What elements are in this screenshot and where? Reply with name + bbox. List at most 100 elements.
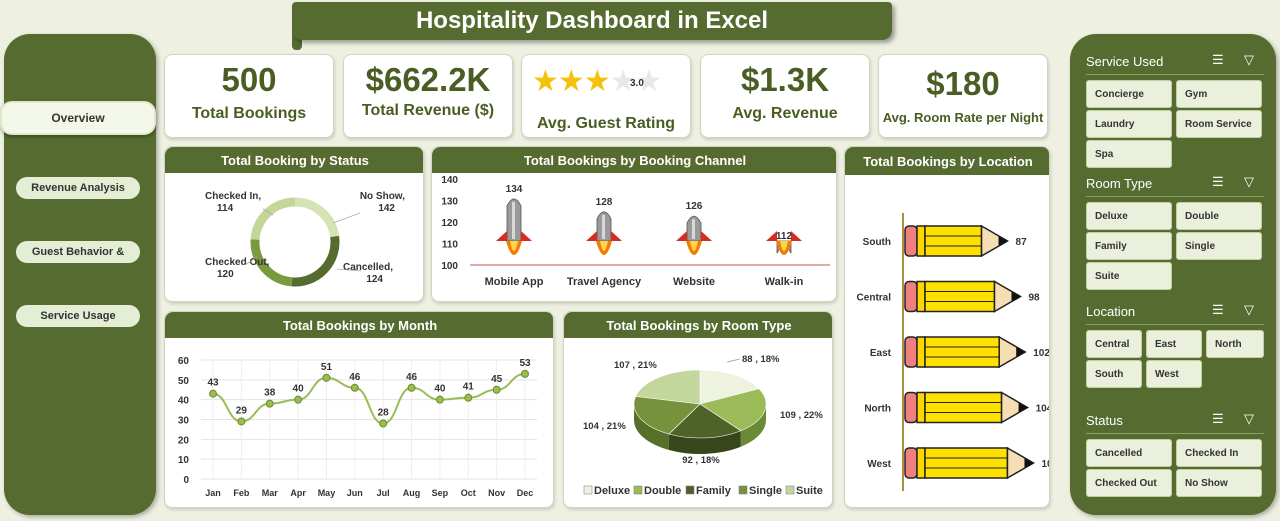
legend-label: Single [749,485,782,497]
slicer-chip-room-service[interactable]: Room Service [1176,110,1262,138]
slicer-chip-checked-in[interactable]: Checked In [1176,439,1262,467]
rocket-highlight [512,201,515,239]
star-filled-icon: ★ [557,65,585,98]
star-empty-icon: ★ [635,65,663,98]
clear-filter-icon[interactable]: ▽ [1244,411,1254,426]
pencil-eraser [904,391,918,424]
clear-filter-icon[interactable]: ▽ [1244,302,1254,317]
leader-line [336,268,362,272]
x-tick-label: Feb [233,488,250,498]
slicer-chip-laundry[interactable]: Laundry [1086,110,1172,138]
y-tick-label: 120 [441,218,458,229]
slicer-chip-south[interactable]: South [1086,360,1142,388]
legend-swatch [583,485,593,495]
multi-select-icon[interactable]: ☰ [1212,411,1224,426]
x-tick-label: May [318,488,336,498]
pencil-tip [998,335,1027,369]
slicer-chip-family[interactable]: Family [1086,232,1172,260]
pencil-eraser [904,447,918,479]
slicer-chip-north[interactable]: North [1206,330,1264,358]
data-label: 28 [378,407,390,418]
pencil-band [916,391,926,424]
leader-line [262,208,274,216]
slicer-chip-central[interactable]: Central [1086,330,1142,358]
data-label: 112 [776,231,793,242]
slicer-chip-single[interactable]: Single [1176,232,1262,260]
slicer-chip-deluxe[interactable]: Deluxe [1086,202,1172,230]
pencil-band [916,225,926,257]
data-label: 40 [293,384,305,395]
slicer-chip-cancelled[interactable]: Cancelled [1086,439,1172,467]
kpi-avg-room-rate: $180 Avg. Room Rate per Night [878,54,1048,138]
pencil-body [924,391,1003,424]
pencil-body [924,280,996,313]
status-label-line: 124 [366,274,383,285]
star-rating: ★★★★★ 3.0 [532,65,663,98]
status-label-line: 120 [217,269,234,280]
data-point-dec [521,369,529,378]
multi-select-icon[interactable]: ☰ [1212,52,1224,67]
legend-label: Family [696,485,732,497]
rocket-flame-core [510,241,518,251]
pencil-lead [1018,402,1028,413]
slicer-chip-checked-out[interactable]: Checked Out [1086,469,1172,497]
clear-filter-icon[interactable]: ▽ [1244,52,1254,67]
pencil-eraser [904,225,918,257]
data-point-feb [237,417,246,426]
nav-overview-button[interactable]: Overview [0,101,156,135]
pencil-body [924,336,1000,368]
slicer-chip-suite[interactable]: Suite [1086,262,1172,290]
slicer-chip-double[interactable]: Double [1176,202,1262,230]
donut-segment-cancelled [250,239,293,287]
pie-slice-single [633,396,701,435]
y-tick-label: South [863,237,891,248]
data-label: 41 [463,382,475,393]
pencil-body [924,225,983,257]
pie-slice-suite [635,369,701,405]
data-point-jan [209,389,217,398]
y-tick-label: 130 [441,197,458,208]
kpi-value: $180 [926,65,1000,102]
rocket-fin [676,231,687,241]
rocket-fin [521,231,532,241]
slicer-chip-east[interactable]: East [1146,330,1202,358]
status-label: Checked In, 114 [205,191,261,214]
kpi-label: Avg. Room Rate per Night [882,110,1044,125]
nav-guest-behavior-button[interactable]: Guest Behavior & [16,241,140,263]
slicer-chip-concierge[interactable]: Concierge [1086,80,1172,108]
rocket-highlight [602,214,605,239]
clear-filter-icon[interactable]: ▽ [1244,174,1254,189]
room-pie-chart: 88 , 18% 109 , 22% 92 , 18% 104 , 21% 107 , … [583,354,823,497]
pencil-tip [980,224,1010,258]
pencil-bar-south [904,224,1010,258]
rocket-fin [701,231,712,241]
left-navigation: Overview Revenue Analysis Guest Behavior… [0,34,156,515]
nav-service-usage-button[interactable]: Service Usage [16,305,140,327]
multi-select-icon[interactable]: ☰ [1212,302,1224,317]
pencil-band [916,336,926,368]
x-tick-label: Dec [517,488,534,498]
nav-revenue-analysis-button[interactable]: Revenue Analysis [16,177,140,199]
slicer-chip-west[interactable]: West [1146,360,1202,388]
slicer-chip-gym[interactable]: Gym [1176,80,1262,108]
multi-select-icon[interactable]: ☰ [1212,174,1224,189]
slicer-title-location: Location [1086,304,1136,319]
y-tick-label: 140 [441,175,458,186]
data-label: 87 [1016,237,1028,248]
slicer-title-service: Service Used [1086,54,1164,69]
slicer-chip-no-show[interactable]: No Show [1176,469,1262,497]
panel-title: Total Bookings by Booking Channel [432,147,836,173]
y-tick-label: 110 [442,240,459,251]
kpi-value: $662.2K [365,61,491,98]
pie-slice-deluxe [699,369,760,405]
data-label: 98 [1029,293,1041,304]
star-empty-icon: ★ [609,65,637,98]
x-tick-label: Travel Agency [567,276,642,288]
panel-bookings-location: Total Bookings by Location South 87 Centra… [844,146,1050,508]
slicer-chip-spa[interactable]: Spa [1086,140,1172,168]
kpi-label: Avg. Revenue [732,105,838,122]
slicer-divider [1086,196,1264,197]
rating-stars: ★★★★★ [532,65,663,98]
data-label: 88 , 18% [742,354,780,365]
data-point-apr [294,395,303,404]
